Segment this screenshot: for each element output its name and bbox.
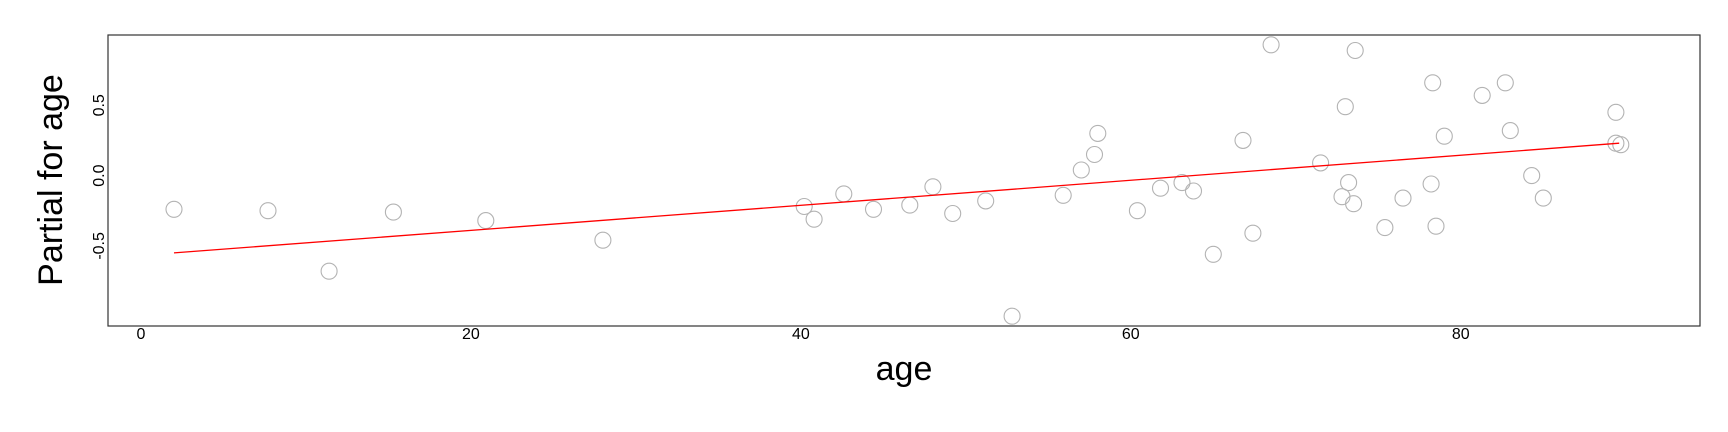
data-point	[1089, 124, 1107, 142]
plot-frame	[107, 34, 1701, 327]
data-point	[1072, 161, 1090, 179]
data-point	[1394, 189, 1412, 207]
data-point	[1085, 145, 1104, 164]
data-point	[1340, 174, 1358, 192]
data-point	[1244, 224, 1262, 242]
data-point	[1496, 74, 1514, 92]
data-point	[1424, 74, 1442, 92]
x-axis-title: age	[876, 350, 933, 388]
data-point	[1345, 195, 1363, 213]
data-point	[1523, 167, 1541, 185]
fit-line	[173, 142, 1620, 254]
x-tick-labels: 0 20 40 60 80	[137, 326, 1470, 343]
x-tick-label: 80	[1452, 326, 1470, 343]
y-axis-title: Partial for age	[32, 74, 70, 286]
data-point	[594, 231, 612, 249]
x-tick-label: 0	[137, 326, 146, 343]
x-tick-label: 60	[1122, 326, 1140, 343]
data-point	[320, 262, 338, 280]
data-point	[944, 204, 962, 223]
data-point	[864, 200, 883, 218]
data-point	[1612, 136, 1630, 154]
data-point	[835, 185, 853, 203]
data-point	[1003, 307, 1021, 325]
data-point	[1534, 189, 1552, 207]
data-point	[1422, 175, 1440, 193]
data-point	[805, 210, 823, 228]
data-point	[384, 203, 402, 221]
fit-line-layer	[173, 142, 1620, 254]
data-point	[1151, 179, 1170, 197]
data-point	[1607, 103, 1625, 121]
data-point	[259, 202, 277, 220]
data-point	[1173, 174, 1191, 192]
data-point	[477, 212, 495, 230]
data-point	[901, 196, 919, 214]
data-point	[795, 197, 813, 216]
data-point	[1427, 217, 1445, 235]
y-tick-label: 0.0	[91, 164, 108, 186]
data-point	[1501, 122, 1519, 140]
data-point	[1435, 127, 1453, 145]
data-point	[1376, 219, 1394, 237]
data-point	[1204, 245, 1222, 263]
y-tick-label: -0.5	[91, 232, 108, 260]
x-tick-label: 20	[462, 326, 480, 343]
data-point	[1262, 36, 1280, 54]
y-tick-label: 0.5	[91, 94, 108, 116]
data-point	[977, 192, 995, 210]
data-point	[165, 200, 183, 218]
data-point	[1333, 188, 1351, 206]
y-tick-labels: -0.5 0.0 0.5	[91, 94, 108, 260]
data-point	[1473, 86, 1491, 104]
data-point	[1312, 154, 1330, 172]
data-point	[1054, 186, 1072, 204]
data-point	[1346, 41, 1364, 60]
data-point	[1184, 182, 1203, 200]
data-point	[1336, 98, 1354, 116]
points-layer	[165, 36, 1630, 325]
data-point	[1234, 131, 1252, 149]
x-tick-label: 40	[792, 326, 810, 343]
data-point	[1128, 202, 1146, 220]
data-point	[924, 178, 942, 196]
